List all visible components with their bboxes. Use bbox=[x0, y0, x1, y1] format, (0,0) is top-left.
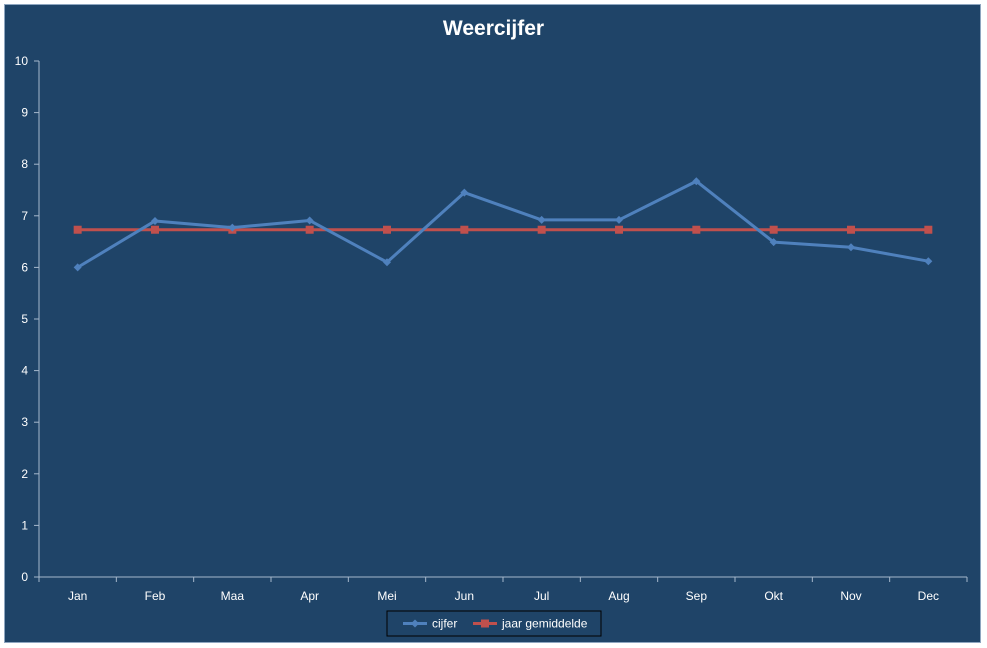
y-tick-label: 1 bbox=[21, 518, 28, 532]
series-cijfer bbox=[73, 177, 933, 272]
y-tick-label: 5 bbox=[21, 312, 28, 326]
legend: cijfer jaar gemiddelde bbox=[386, 610, 602, 637]
x-tick-label: Sep bbox=[686, 589, 708, 603]
legend-item: cijfer bbox=[403, 617, 457, 631]
legend-marker bbox=[481, 619, 489, 628]
x-tick-label: Mei bbox=[377, 589, 396, 603]
data-point bbox=[305, 216, 314, 225]
legend-item: jaar gemiddelde bbox=[473, 617, 588, 631]
data-point bbox=[383, 225, 391, 234]
data-point bbox=[847, 225, 855, 234]
data-point bbox=[73, 225, 82, 234]
data-point bbox=[460, 225, 469, 234]
data-point bbox=[73, 263, 82, 272]
x-tick-label: Nov bbox=[840, 589, 861, 603]
data-point bbox=[769, 238, 778, 247]
y-tick-label: 3 bbox=[21, 415, 28, 429]
data-point bbox=[924, 225, 933, 234]
data-point bbox=[615, 215, 623, 224]
y-tick-label: 2 bbox=[21, 467, 28, 481]
data-point bbox=[537, 215, 546, 224]
x-tick-label: Maa bbox=[221, 589, 245, 603]
y-tick-label: 8 bbox=[21, 157, 28, 171]
y-tick-label: 6 bbox=[21, 260, 28, 274]
x-tick-label: Aug bbox=[608, 589, 629, 603]
legend-label: cijfer bbox=[432, 617, 457, 631]
data-point bbox=[847, 243, 855, 252]
x-tick-label: Jan bbox=[68, 589, 87, 603]
y-tick-label: 0 bbox=[21, 570, 28, 584]
x-tick-label: Jul bbox=[534, 589, 549, 603]
series-line bbox=[76, 179, 929, 269]
legend-label: jaar gemiddelde bbox=[501, 617, 588, 631]
data-point bbox=[305, 225, 314, 234]
series-layer bbox=[73, 177, 933, 272]
data-point bbox=[151, 216, 159, 225]
data-point bbox=[769, 225, 778, 234]
data-point bbox=[615, 225, 623, 234]
chart-title: Weercijfer bbox=[442, 17, 545, 40]
legend-box bbox=[386, 610, 602, 637]
y-tick-label: 9 bbox=[21, 106, 28, 120]
data-point bbox=[228, 223, 237, 232]
data-point bbox=[924, 257, 933, 266]
chart-area bbox=[4, 4, 981, 643]
data-point bbox=[383, 258, 391, 267]
y-tick-label: 7 bbox=[21, 209, 28, 223]
x-tick-label: Apr bbox=[300, 589, 319, 603]
data-point bbox=[151, 225, 159, 234]
legend-marker bbox=[411, 619, 419, 628]
x-tick-label: Feb bbox=[145, 589, 166, 603]
x-tick-label: Jun bbox=[455, 589, 474, 603]
data-point bbox=[692, 225, 701, 234]
data-point bbox=[692, 177, 701, 186]
y-tick-label: 4 bbox=[21, 364, 28, 378]
series-jaar-gemiddelde bbox=[73, 225, 933, 234]
data-point bbox=[460, 188, 469, 197]
data-point bbox=[537, 225, 546, 234]
axes: 0 1 2 3 4 5 6 7 8 9 10 Jan Feb Maa Apr Mei Jun Jul Aug Sep O… bbox=[15, 54, 968, 603]
x-tick-label: Okt bbox=[764, 589, 783, 603]
x-tick-label: Dec bbox=[918, 589, 939, 603]
y-tick-label: 10 bbox=[15, 54, 29, 68]
